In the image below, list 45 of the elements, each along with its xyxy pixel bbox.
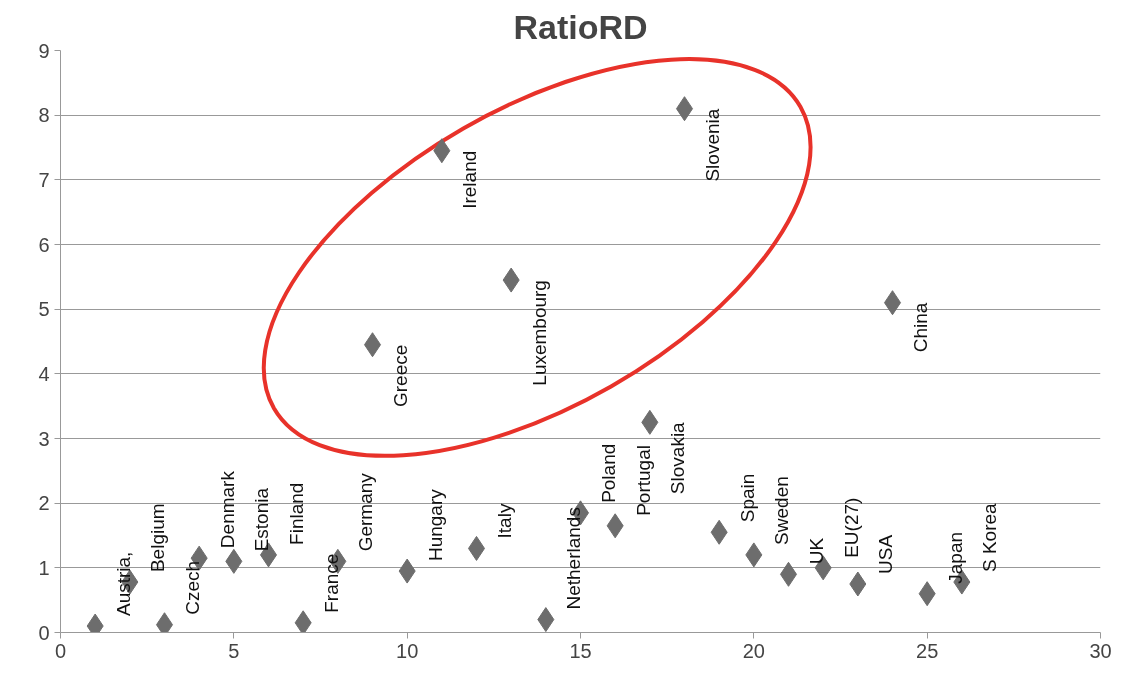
annotation: Denmark [216,470,238,549]
y-tick-label: 6 [38,233,50,256]
y-tick-label: 9 [38,39,50,62]
annotation: Slovenia [702,108,723,182]
annotation: China [910,302,931,353]
x-tick-label: 25 [916,639,939,662]
y-tick-label: 1 [38,556,50,579]
annotation: Poland [598,443,619,503]
chart-title: RatioRD [513,7,648,46]
y-tick-label: 2 [38,492,50,515]
annotation: Japan [944,531,966,584]
annotation: Belgium [147,503,169,573]
x-tick-label: 0 [54,639,67,662]
y-tick-label: 3 [38,427,50,450]
y-tick-label: 4 [38,362,50,385]
x-tick-label: 15 [569,639,592,662]
annotation: Luxembourg [528,280,550,386]
annotation: Ireland [459,150,481,209]
x-tick-label: 30 [1089,639,1112,662]
annotation: Sweden [771,476,793,545]
y-tick-label: 7 [38,168,50,191]
annotation: Spain [736,473,758,523]
y-tick-label: 8 [38,104,50,127]
annotation: Portugal [632,445,654,516]
y-tick-label: 0 [38,621,50,644]
annotation: EU(27) [840,497,862,558]
x-tick-label: 10 [396,639,419,662]
annotation: Finland [286,482,307,545]
annotation: Italy [494,503,515,539]
annotation: France [320,553,342,613]
annotation: S Korea [979,502,1001,573]
x-tick-label: 5 [228,639,240,662]
annotation: Netherlands [563,507,585,610]
annotation: USA [875,534,897,574]
x-tick-label: 20 [742,639,765,662]
y-tick-label: 5 [38,298,50,321]
annotation: Estonia [251,487,273,552]
annotation: Greece [390,344,411,408]
annotation: Germany [355,472,377,552]
point [294,610,312,633]
annotation: Czech [182,560,203,615]
annotation: Slovakia [667,421,689,495]
annotation: Austria, [112,551,134,617]
annotation: Hungary [424,488,446,562]
annotation: UK [806,537,827,565]
